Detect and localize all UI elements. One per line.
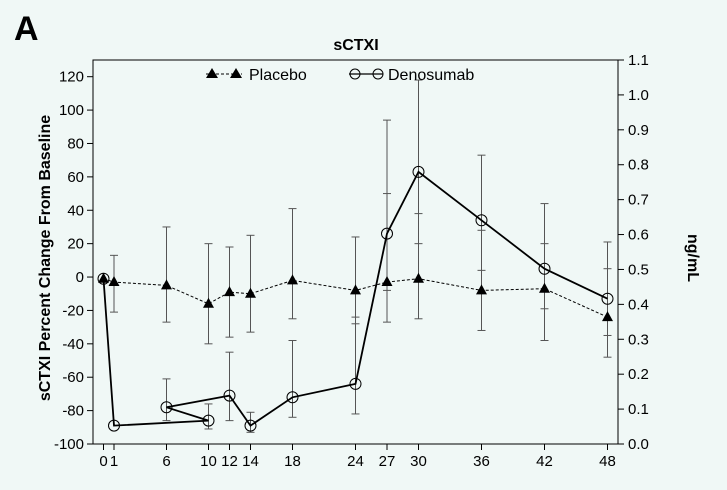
marker-denosumab	[286, 391, 299, 404]
y-axis-label: sCTXI Percent Change From Baseline	[37, 115, 54, 401]
marker-denosumab	[97, 272, 110, 285]
y2-tick-label: 0.0	[628, 436, 649, 453]
marker-placebo	[476, 284, 487, 295]
x-tick-label: 30	[410, 453, 427, 470]
marker-placebo	[224, 286, 235, 297]
marker-placebo	[161, 279, 172, 290]
legend-label-denosumab: Denosumab	[388, 67, 474, 84]
marker-placebo	[245, 287, 256, 298]
marker-placebo	[350, 284, 361, 295]
y2-axis-label: ng/mL	[684, 234, 701, 282]
axes: 0 1 6 10 12 14 18 24 27 30 36 42 48-100-80-60-40-200…	[54, 52, 649, 470]
panel-label: A	[14, 10, 39, 48]
error-bars	[110, 79, 612, 433]
x-tick-label: 24	[347, 453, 364, 470]
y-tick-label: 20	[67, 236, 84, 253]
x-tick-label: 6	[162, 453, 170, 470]
y-tick-label: -60	[62, 369, 84, 386]
marker-denosumab	[349, 377, 362, 390]
series-line-denosumab	[102, 170, 608, 427]
x-tick-label: 36	[473, 453, 490, 470]
x-tick-label: 48	[599, 453, 616, 470]
y-tick-label: 0	[76, 269, 84, 286]
y2-tick-label: 0.9	[628, 122, 649, 139]
y-tick-label: 100	[59, 102, 84, 119]
marker-placebo	[108, 276, 120, 287]
y2-tick-label: 0.8	[628, 157, 649, 174]
y2-tick-label: 0.7	[628, 192, 649, 209]
x-tick-label: 12	[221, 453, 238, 470]
legend-marker-denosumab-2	[372, 68, 384, 80]
y-tick-label: 60	[67, 169, 84, 186]
y-tick-label: -80	[62, 403, 84, 420]
y2-tick-label: 1.0	[628, 87, 649, 104]
y-tick-label: 40	[67, 202, 84, 219]
x-tick-label: 0	[99, 453, 107, 470]
legend-marker-placebo-1	[206, 68, 218, 78]
marker-denosumab	[244, 419, 257, 432]
y2-tick-label: 0.2	[628, 366, 649, 383]
x-tick-label: 27	[379, 453, 396, 470]
marker-placebo	[539, 282, 550, 293]
x-tick-label: 10	[200, 453, 217, 470]
marker-denosumab	[601, 292, 614, 305]
y2-tick-label: 0.4	[628, 296, 649, 313]
legend-marker-placebo-2	[230, 68, 242, 78]
y-tick-label: -100	[54, 436, 84, 453]
y2-tick-label: 1.1	[628, 52, 649, 69]
marker-denosumab	[412, 165, 425, 178]
marker-denosumab	[538, 262, 551, 275]
y-tick-label: 80	[67, 135, 84, 152]
marker-placebo	[602, 311, 613, 322]
x-tick-label: 42	[536, 453, 553, 470]
marker-denosumab	[108, 419, 120, 432]
marker-placebo	[98, 272, 109, 283]
marker-placebo	[381, 276, 393, 287]
y2-tick-label: 0.3	[628, 331, 649, 348]
x-tick-label: 14	[242, 453, 259, 470]
markers	[97, 165, 614, 432]
marker-placebo	[203, 297, 214, 308]
marker-denosumab	[202, 414, 215, 427]
y-tick-label: -20	[62, 302, 84, 319]
marker-denosumab	[381, 227, 393, 240]
legend-label-placebo: Placebo	[249, 67, 307, 84]
marker-denosumab	[223, 389, 236, 402]
y2-tick-label: 0.1	[628, 401, 649, 418]
y2-tick-label: 0.6	[628, 227, 649, 244]
legend: Placebo Denosumab	[206, 67, 474, 84]
chart-title: sCTXI	[333, 37, 378, 54]
marker-placebo	[287, 274, 298, 285]
y-tick-label: 120	[59, 69, 84, 86]
marker-denosumab	[475, 214, 488, 227]
marker-placebo	[413, 272, 424, 283]
x-tick-label: 1	[110, 453, 118, 470]
y-tick-label: -40	[62, 336, 84, 353]
y2-tick-label: 0.5	[628, 261, 649, 278]
x-tick-label: 18	[284, 453, 301, 470]
marker-denosumab	[160, 401, 173, 414]
legend-marker-denosumab-1	[349, 68, 361, 80]
